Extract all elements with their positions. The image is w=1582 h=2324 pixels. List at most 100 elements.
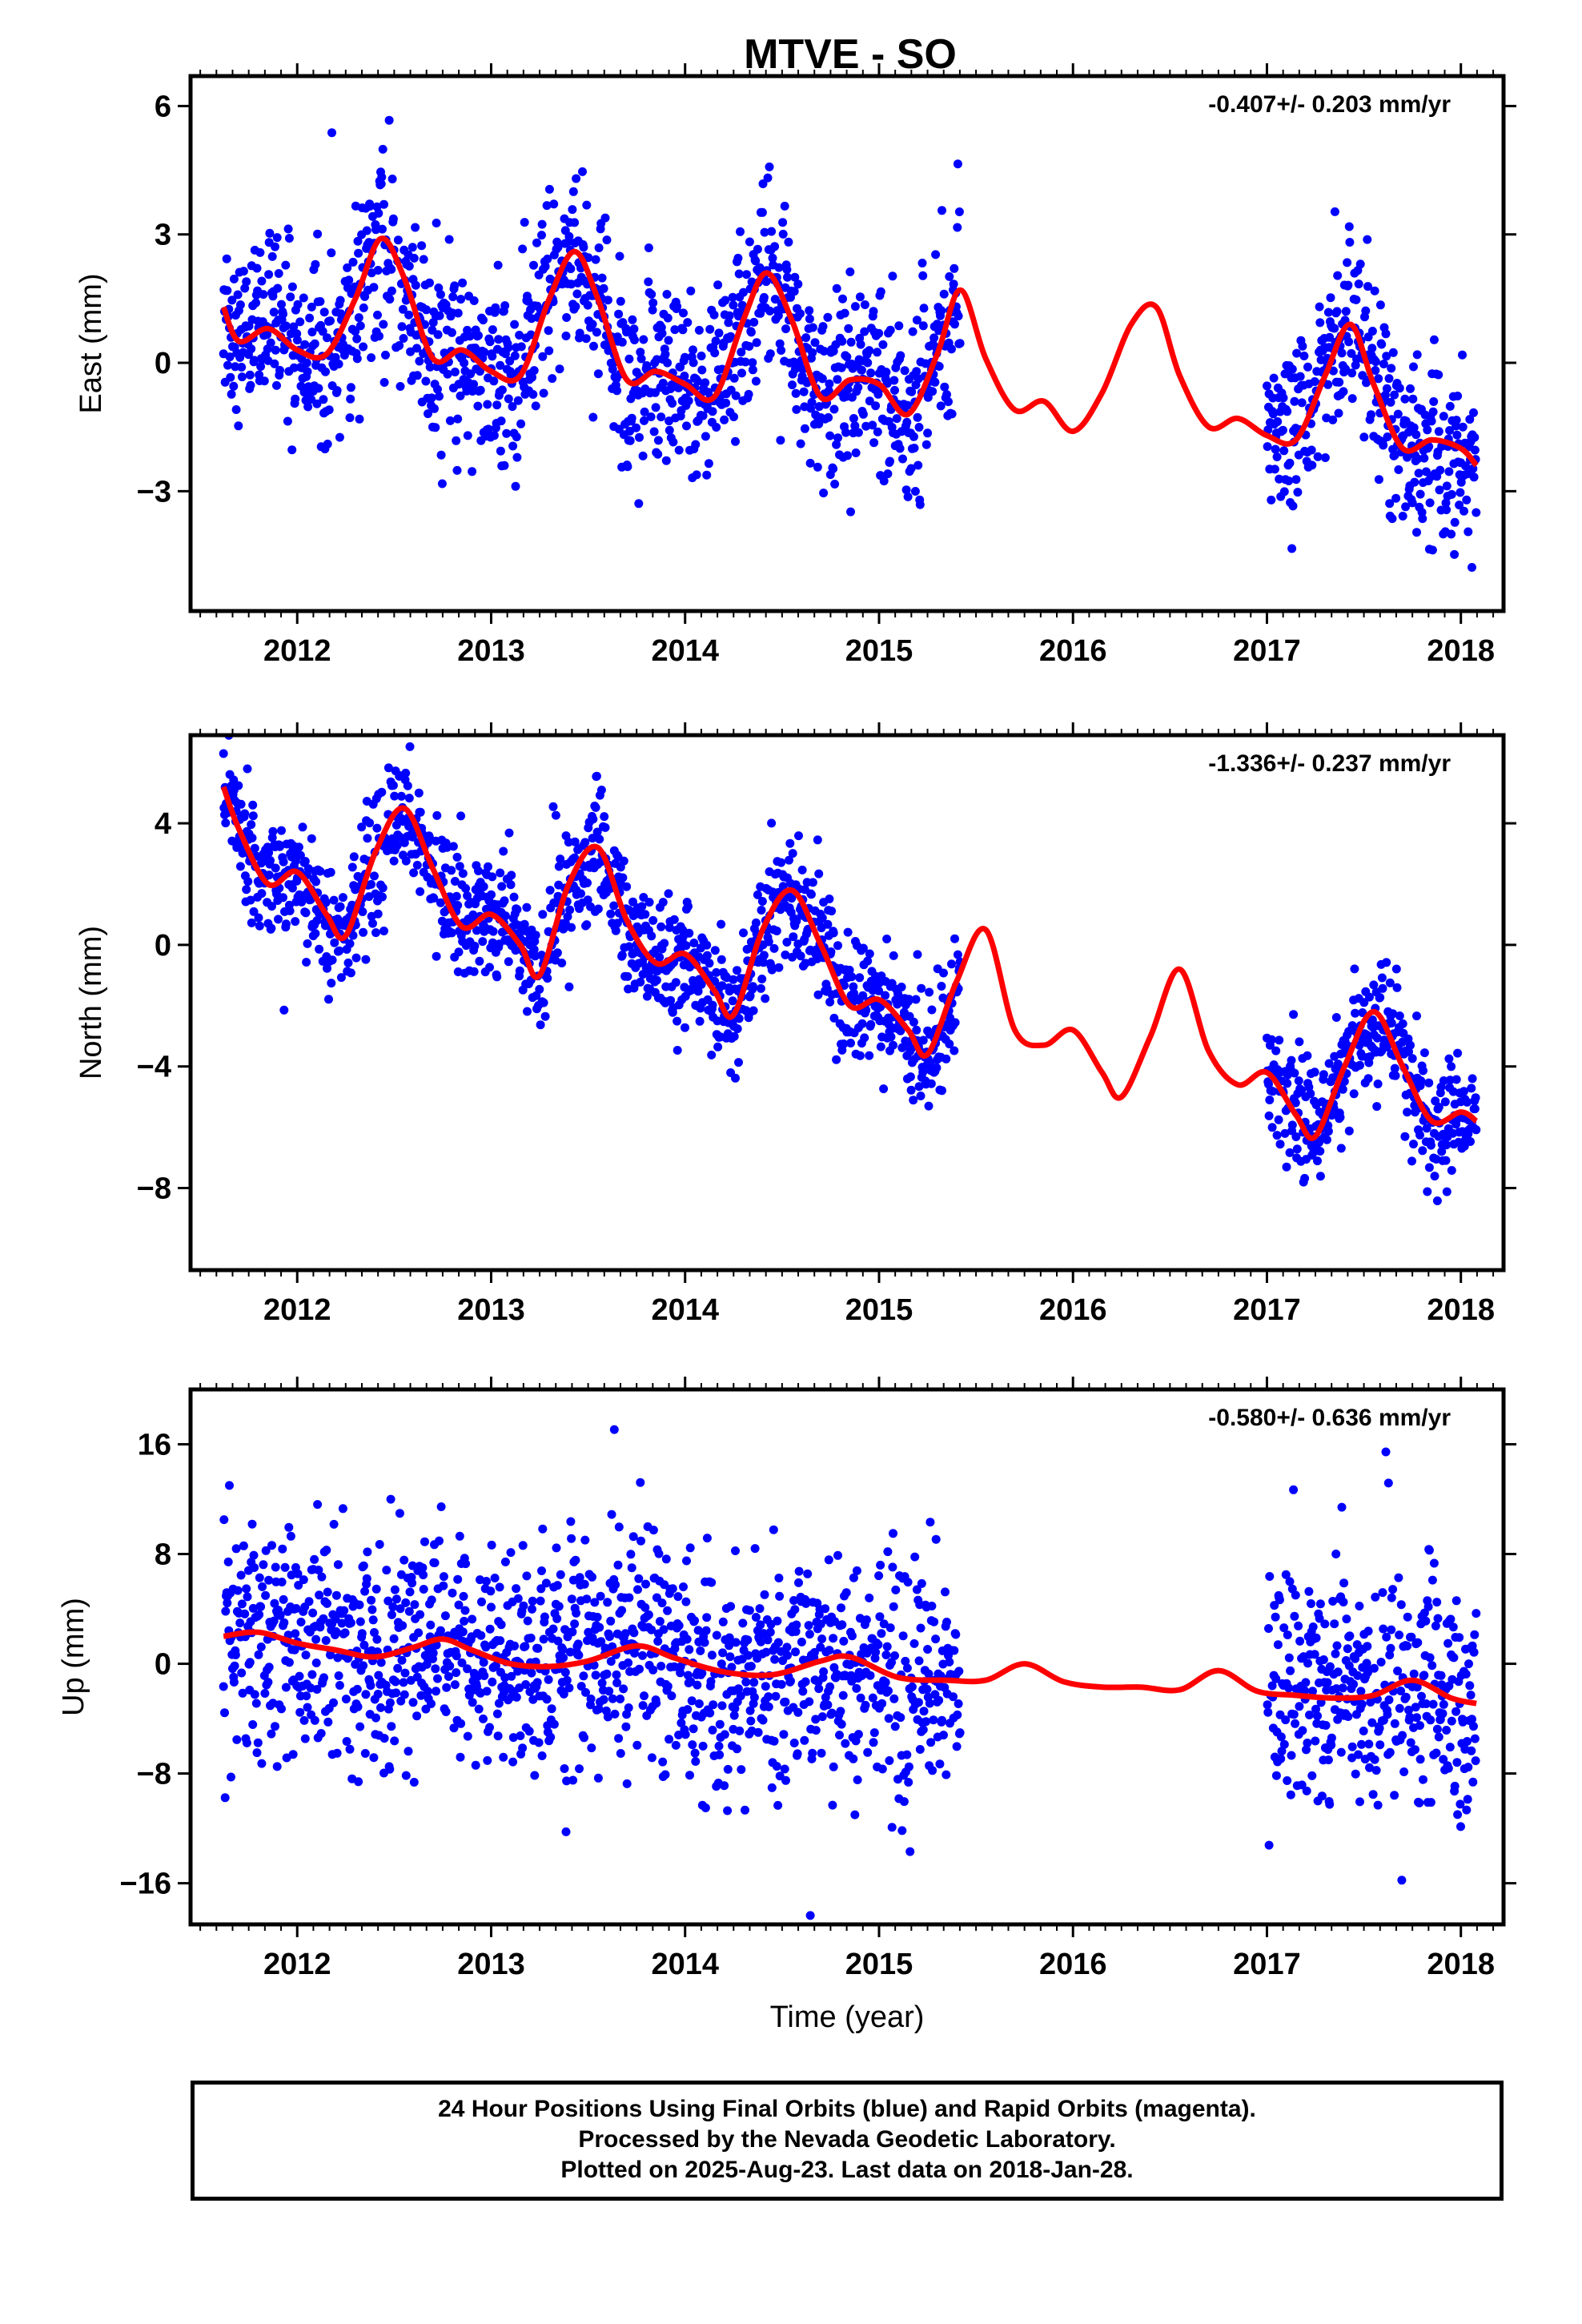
data-point xyxy=(341,1695,351,1704)
data-point xyxy=(1347,394,1357,404)
data-point xyxy=(1276,1732,1286,1742)
data-point xyxy=(331,1614,340,1624)
data-point xyxy=(642,991,652,1001)
data-point xyxy=(223,360,232,370)
data-point xyxy=(925,1699,934,1708)
data-point xyxy=(408,1698,418,1707)
data-point xyxy=(1445,401,1455,411)
data-point xyxy=(767,965,777,975)
data-point xyxy=(254,1650,263,1659)
data-point xyxy=(507,870,516,880)
data-point xyxy=(897,983,906,991)
data-point xyxy=(275,1610,285,1620)
data-point xyxy=(347,862,357,872)
data-point xyxy=(422,305,431,315)
data-point xyxy=(522,903,532,912)
data-point xyxy=(436,1626,445,1635)
data-point xyxy=(630,336,639,344)
data-point xyxy=(1315,1147,1325,1156)
data-point xyxy=(777,858,786,867)
data-point xyxy=(634,499,644,509)
data-point xyxy=(618,873,628,883)
data-point xyxy=(689,1724,698,1734)
data-point xyxy=(878,340,888,349)
data-point xyxy=(457,1658,467,1667)
data-point xyxy=(287,282,297,292)
data-point xyxy=(675,2000,684,2009)
data-point xyxy=(440,1611,450,1621)
data-point xyxy=(781,1697,790,1707)
data-point xyxy=(671,1740,681,1750)
data-point xyxy=(739,928,748,938)
data-point xyxy=(739,287,748,297)
data-point xyxy=(817,913,827,923)
data-point xyxy=(1359,998,1369,1007)
data-point xyxy=(705,1708,715,1718)
data-point xyxy=(1409,362,1418,372)
data-point xyxy=(738,1618,748,1628)
data-point xyxy=(223,1557,233,1566)
data-point xyxy=(539,1634,548,1644)
data-point xyxy=(940,382,950,392)
data-point xyxy=(612,1678,622,1687)
data-point xyxy=(460,358,469,368)
data-point xyxy=(1374,475,1383,485)
data-point xyxy=(338,1504,347,1514)
data-point xyxy=(853,428,863,437)
data-point xyxy=(632,1740,642,1750)
data-point xyxy=(877,1764,887,1774)
data-point xyxy=(491,303,500,312)
data-point xyxy=(616,296,625,306)
data-point xyxy=(791,1626,801,1636)
data-point xyxy=(447,328,456,337)
data-point xyxy=(343,958,353,967)
data-point xyxy=(279,857,288,866)
data-point xyxy=(230,1661,239,1671)
data-point xyxy=(926,1518,935,1527)
data-point xyxy=(856,340,865,349)
data-point xyxy=(485,963,494,972)
data-point xyxy=(876,1560,885,1570)
data-point xyxy=(685,1543,695,1553)
data-point xyxy=(860,300,869,309)
data-point xyxy=(837,363,846,372)
data-point xyxy=(1330,324,1339,333)
data-point xyxy=(537,1566,546,1575)
data-point xyxy=(794,1578,803,1587)
data-point xyxy=(295,850,305,860)
data-point xyxy=(686,286,696,296)
data-point xyxy=(504,828,514,838)
data-point xyxy=(881,1651,891,1659)
data-point xyxy=(926,1079,936,1088)
data-point xyxy=(1388,348,1398,357)
data-point xyxy=(495,1582,504,1592)
data-point xyxy=(595,834,604,844)
data-point xyxy=(322,1546,331,1555)
data-point xyxy=(657,328,667,338)
data-point xyxy=(889,951,898,960)
data-point xyxy=(264,1575,274,1585)
data-point xyxy=(727,1663,737,1672)
data-point xyxy=(323,333,331,343)
data-point xyxy=(581,1687,590,1697)
data-point xyxy=(419,1570,428,1580)
data-point xyxy=(379,1734,389,1743)
data-point xyxy=(694,325,704,335)
data-point xyxy=(507,1671,516,1681)
data-point xyxy=(805,1630,814,1639)
data-point xyxy=(919,1707,929,1716)
data-point xyxy=(291,917,300,927)
data-point xyxy=(895,444,905,453)
data-point xyxy=(1271,444,1280,454)
data-point xyxy=(606,1657,616,1667)
data-point xyxy=(1425,498,1435,508)
data-point xyxy=(1423,425,1432,435)
data-point xyxy=(377,787,387,797)
data-point xyxy=(720,415,729,424)
data-point xyxy=(868,1693,877,1703)
data-point xyxy=(916,1623,926,1633)
data-point xyxy=(1377,973,1387,983)
data-point xyxy=(647,931,656,941)
data-point xyxy=(435,311,444,320)
y-tick-label: −4 xyxy=(137,1051,171,1084)
